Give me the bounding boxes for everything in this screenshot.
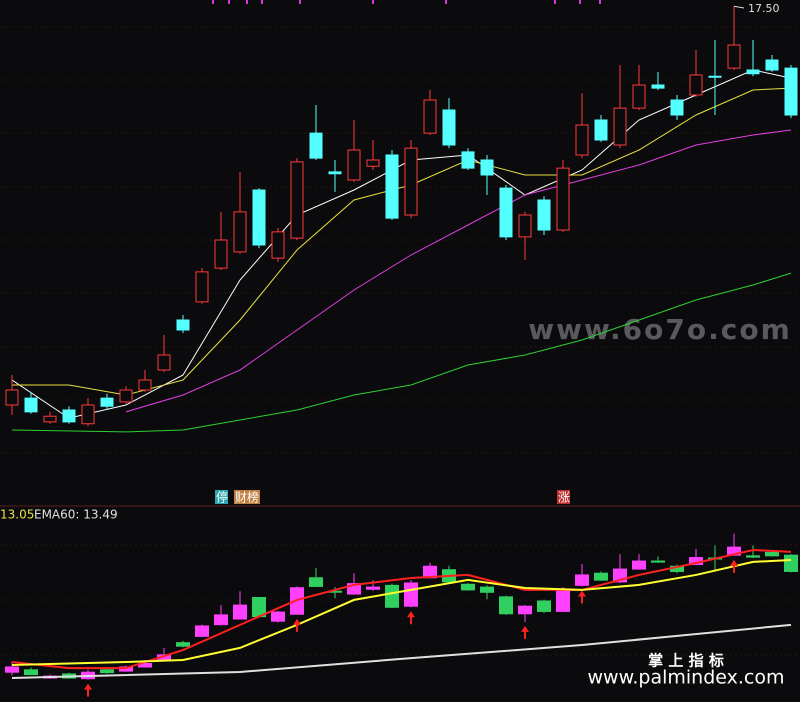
- legend-value: 13.05: [0, 508, 34, 522]
- candle-body: [708, 75, 722, 78]
- signal-arrow: [521, 625, 529, 639]
- tag-bg: [215, 490, 228, 504]
- legend-ema: EMA60: 13.49: [34, 508, 118, 522]
- candle-body: [347, 583, 361, 595]
- candle-body: [385, 154, 399, 219]
- candle-body: [195, 271, 209, 303]
- annotation: 17.50: [748, 2, 780, 15]
- line-series: [11, 558, 792, 667]
- candle-body: [385, 584, 399, 608]
- watermark: www.6o7o.com: [528, 313, 792, 346]
- signal-arrow: [407, 611, 415, 625]
- candle-body: [442, 109, 456, 146]
- candle-body: [499, 187, 513, 238]
- candle-body: [575, 124, 589, 156]
- brand: 掌 上 指 标: [648, 652, 724, 670]
- candle-body: [670, 99, 684, 116]
- candle-body: [784, 67, 798, 116]
- tag-bg: [557, 490, 570, 504]
- line-series: [11, 623, 792, 680]
- candle-body: [271, 611, 285, 622]
- candle-body: [613, 107, 627, 146]
- candle-body: [119, 389, 133, 403]
- candle-body: [176, 642, 190, 647]
- candle-body: [537, 600, 551, 612]
- candle-body: [461, 583, 475, 591]
- candle-body: [727, 44, 741, 69]
- signal-arrow: [730, 559, 738, 573]
- candle-body: [594, 572, 608, 581]
- candle-body: [784, 554, 798, 572]
- signal-arrow: [293, 618, 301, 632]
- candle-body: [24, 397, 38, 413]
- candle-body: [461, 151, 475, 169]
- candle-body: [214, 614, 228, 626]
- signal-arrow: [84, 683, 92, 697]
- plot: 17.50 停 财榜 涨: [5, 2, 798, 697]
- candle-body: [5, 389, 19, 406]
- candle-body: [5, 666, 19, 673]
- candle-body: [290, 161, 304, 239]
- candle-body: [62, 409, 76, 423]
- candle-body: [480, 586, 494, 593]
- candle-body: [518, 605, 532, 615]
- signal-arrow: [578, 590, 586, 604]
- candle-body: [746, 555, 760, 558]
- tag: 停: [216, 490, 228, 505]
- candle-body: [309, 577, 323, 587]
- candle-body: [233, 604, 247, 620]
- candle-body: [765, 551, 779, 557]
- grid: [0, 26, 800, 656]
- candle-body: [138, 379, 152, 391]
- candle-body: [537, 199, 551, 231]
- candle-body: [651, 560, 665, 563]
- candle-body: [43, 415, 57, 423]
- candle-body: [480, 159, 494, 176]
- tag: 涨: [558, 490, 570, 505]
- tag-bg: [234, 490, 260, 504]
- candle-body: [252, 189, 266, 246]
- candle-body: [765, 59, 779, 71]
- candle-body: [195, 625, 209, 637]
- candle-body: [689, 74, 703, 96]
- line-series: [11, 272, 792, 433]
- candle-body: [271, 231, 285, 259]
- candle-body: [556, 589, 570, 612]
- candle-body: [309, 132, 323, 159]
- candle-body: [518, 214, 532, 238]
- site: www.palmindex.com: [587, 667, 784, 689]
- candle-body: [328, 171, 342, 175]
- candle-body: [233, 211, 247, 253]
- candle-body: [423, 99, 437, 134]
- candle-body: [24, 669, 38, 676]
- candle-body: [575, 574, 589, 586]
- candle-body: [404, 582, 418, 607]
- candle-body: [100, 669, 114, 674]
- candle-body: [214, 239, 228, 269]
- candle-body: [651, 84, 665, 89]
- candle-body: [157, 354, 171, 371]
- candle-body: [594, 119, 608, 141]
- line-series: [125, 129, 792, 413]
- candle-body: [366, 159, 380, 167]
- candle-body: [746, 69, 760, 75]
- candle-body: [632, 84, 646, 109]
- annotation-leader: [733, 5, 745, 9]
- candle-body: [366, 586, 380, 590]
- candle-body: [81, 404, 95, 425]
- candle-body: [100, 397, 114, 407]
- candle-body: [138, 663, 152, 668]
- candle-body: [499, 596, 513, 615]
- candle-body: [404, 147, 418, 216]
- candle-body: [632, 560, 646, 570]
- candle-body: [347, 149, 361, 181]
- top-markers: [212, 0, 601, 4]
- tag: 财榜: [235, 490, 259, 505]
- candle-body: [556, 167, 570, 231]
- candle-body: [176, 319, 190, 331]
